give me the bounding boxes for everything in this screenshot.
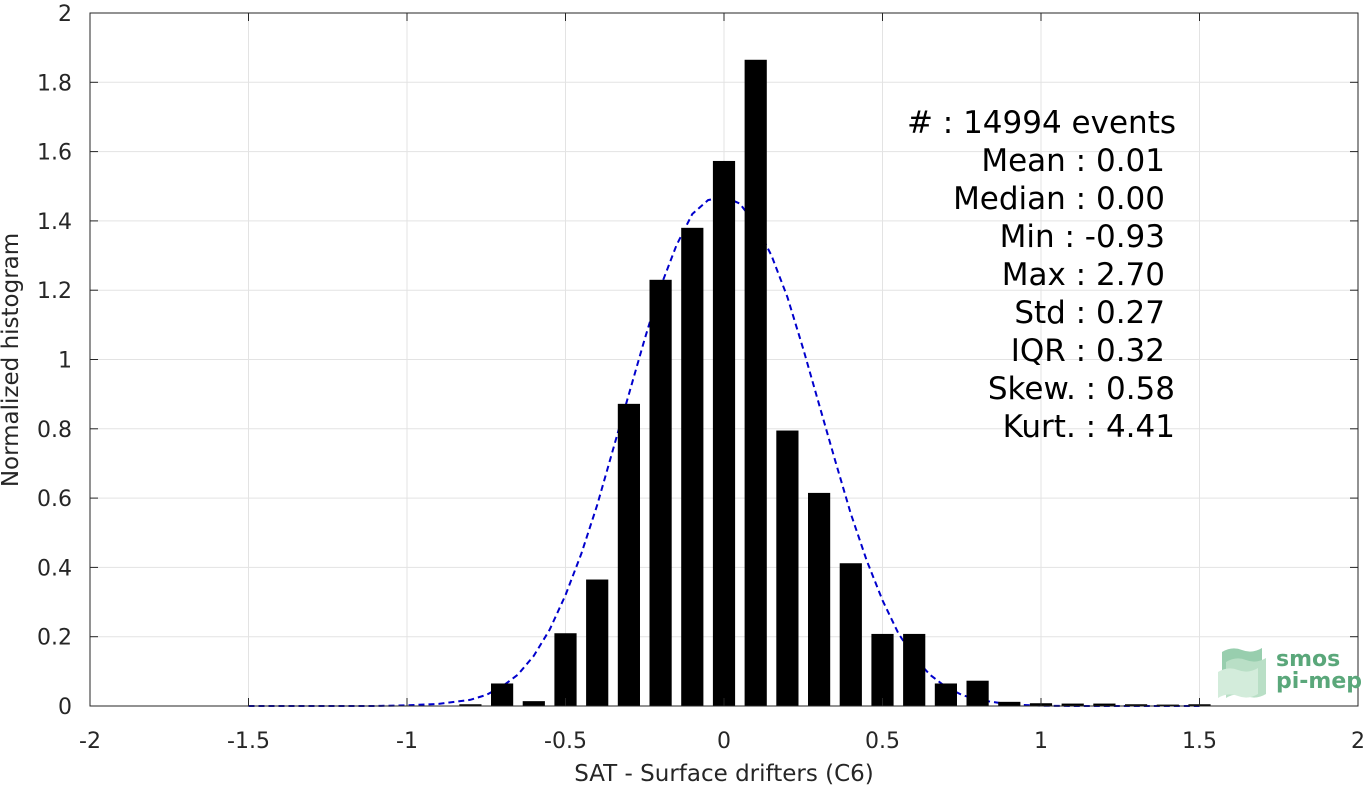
bars-group xyxy=(459,59,1211,706)
stat-std: Std : 0.27 xyxy=(1014,295,1165,331)
histogram-bar xyxy=(459,704,482,706)
histogram-bar xyxy=(554,633,577,706)
statistics-annotations: # : 14994 events Mean : 0.01 Median : 0.… xyxy=(907,105,1176,445)
y-tick-label: 1 xyxy=(58,349,72,374)
logo-waves-icon xyxy=(1218,648,1266,698)
x-tick-labels: -2 -1.5 -1 -0.5 0 0.5 1 1.5 2 xyxy=(79,729,1365,754)
stat-skew: Skew. : 0.58 xyxy=(988,371,1175,407)
stat-events: # : 14994 events xyxy=(907,105,1176,141)
histogram-bar xyxy=(649,279,672,706)
smos-pimep-logo: smos pi-mep xyxy=(1218,647,1362,698)
x-tick-label: 1.5 xyxy=(1182,729,1217,754)
histogram-bar xyxy=(808,492,831,706)
x-tick-label: 1 xyxy=(1034,729,1048,754)
y-tick-labels: 0 0.2 0.4 0.6 0.8 1 1.2 1.4 1.6 1.8 2 xyxy=(37,2,72,720)
x-tick-label: 2 xyxy=(1351,729,1365,754)
histogram-bar xyxy=(681,227,704,706)
stat-mean: Mean : 0.01 xyxy=(981,143,1165,179)
histogram-bar xyxy=(871,633,894,706)
y-tick-label: 1.4 xyxy=(37,210,72,235)
y-tick-label: 0.2 xyxy=(37,626,72,651)
x-tick-label: -0.5 xyxy=(544,729,587,754)
x-tick-label: 0.5 xyxy=(865,729,900,754)
histogram-bar xyxy=(903,633,926,706)
histogram-bar xyxy=(966,680,989,706)
stat-max: Max : 2.70 xyxy=(1002,257,1165,293)
histogram-bar xyxy=(1125,704,1148,706)
histogram-bar xyxy=(1061,703,1084,706)
y-tick-label: 2 xyxy=(58,2,72,27)
stat-iqr: IQR : 0.32 xyxy=(1011,333,1165,369)
y-tick-label: 0 xyxy=(58,695,72,720)
x-tick-label: -1 xyxy=(396,729,418,754)
y-tick-label: 0.8 xyxy=(37,418,72,443)
histogram-bar xyxy=(934,683,957,706)
x-tick-label: 0 xyxy=(717,729,731,754)
y-tick-label: 1.8 xyxy=(37,71,72,96)
stat-min: Min : -0.93 xyxy=(1000,219,1165,255)
histogram-bar xyxy=(776,430,799,706)
histogram-bar xyxy=(617,403,640,706)
logo-line2: pi-mep xyxy=(1276,669,1362,694)
x-tick-label: -2 xyxy=(79,729,101,754)
histogram-bar xyxy=(1156,704,1179,706)
stat-kurt: Kurt. : 4.41 xyxy=(1003,409,1175,445)
histogram-bar xyxy=(839,563,862,706)
y-tick-label: 0.4 xyxy=(37,556,72,581)
y-axis-label: Normalized histogram xyxy=(0,233,24,487)
histogram-bar xyxy=(744,59,767,706)
x-tick-label: -1.5 xyxy=(227,729,270,754)
y-tick-label: 1.2 xyxy=(37,279,72,304)
histogram-bar xyxy=(998,701,1021,706)
stat-median: Median : 0.00 xyxy=(953,181,1165,217)
logo-line1: smos xyxy=(1276,647,1340,672)
x-axis-label: SAT - Surface drifters (C6) xyxy=(574,761,874,785)
histogram-bar xyxy=(1093,703,1116,706)
histogram-bar xyxy=(491,683,514,706)
y-tick-label: 1.6 xyxy=(37,141,72,166)
y-tick-label: 0.6 xyxy=(37,487,72,512)
histogram-bar xyxy=(586,579,609,706)
tick-marks xyxy=(89,12,1359,707)
histogram-bar xyxy=(712,160,736,706)
histogram-bar xyxy=(522,701,545,706)
